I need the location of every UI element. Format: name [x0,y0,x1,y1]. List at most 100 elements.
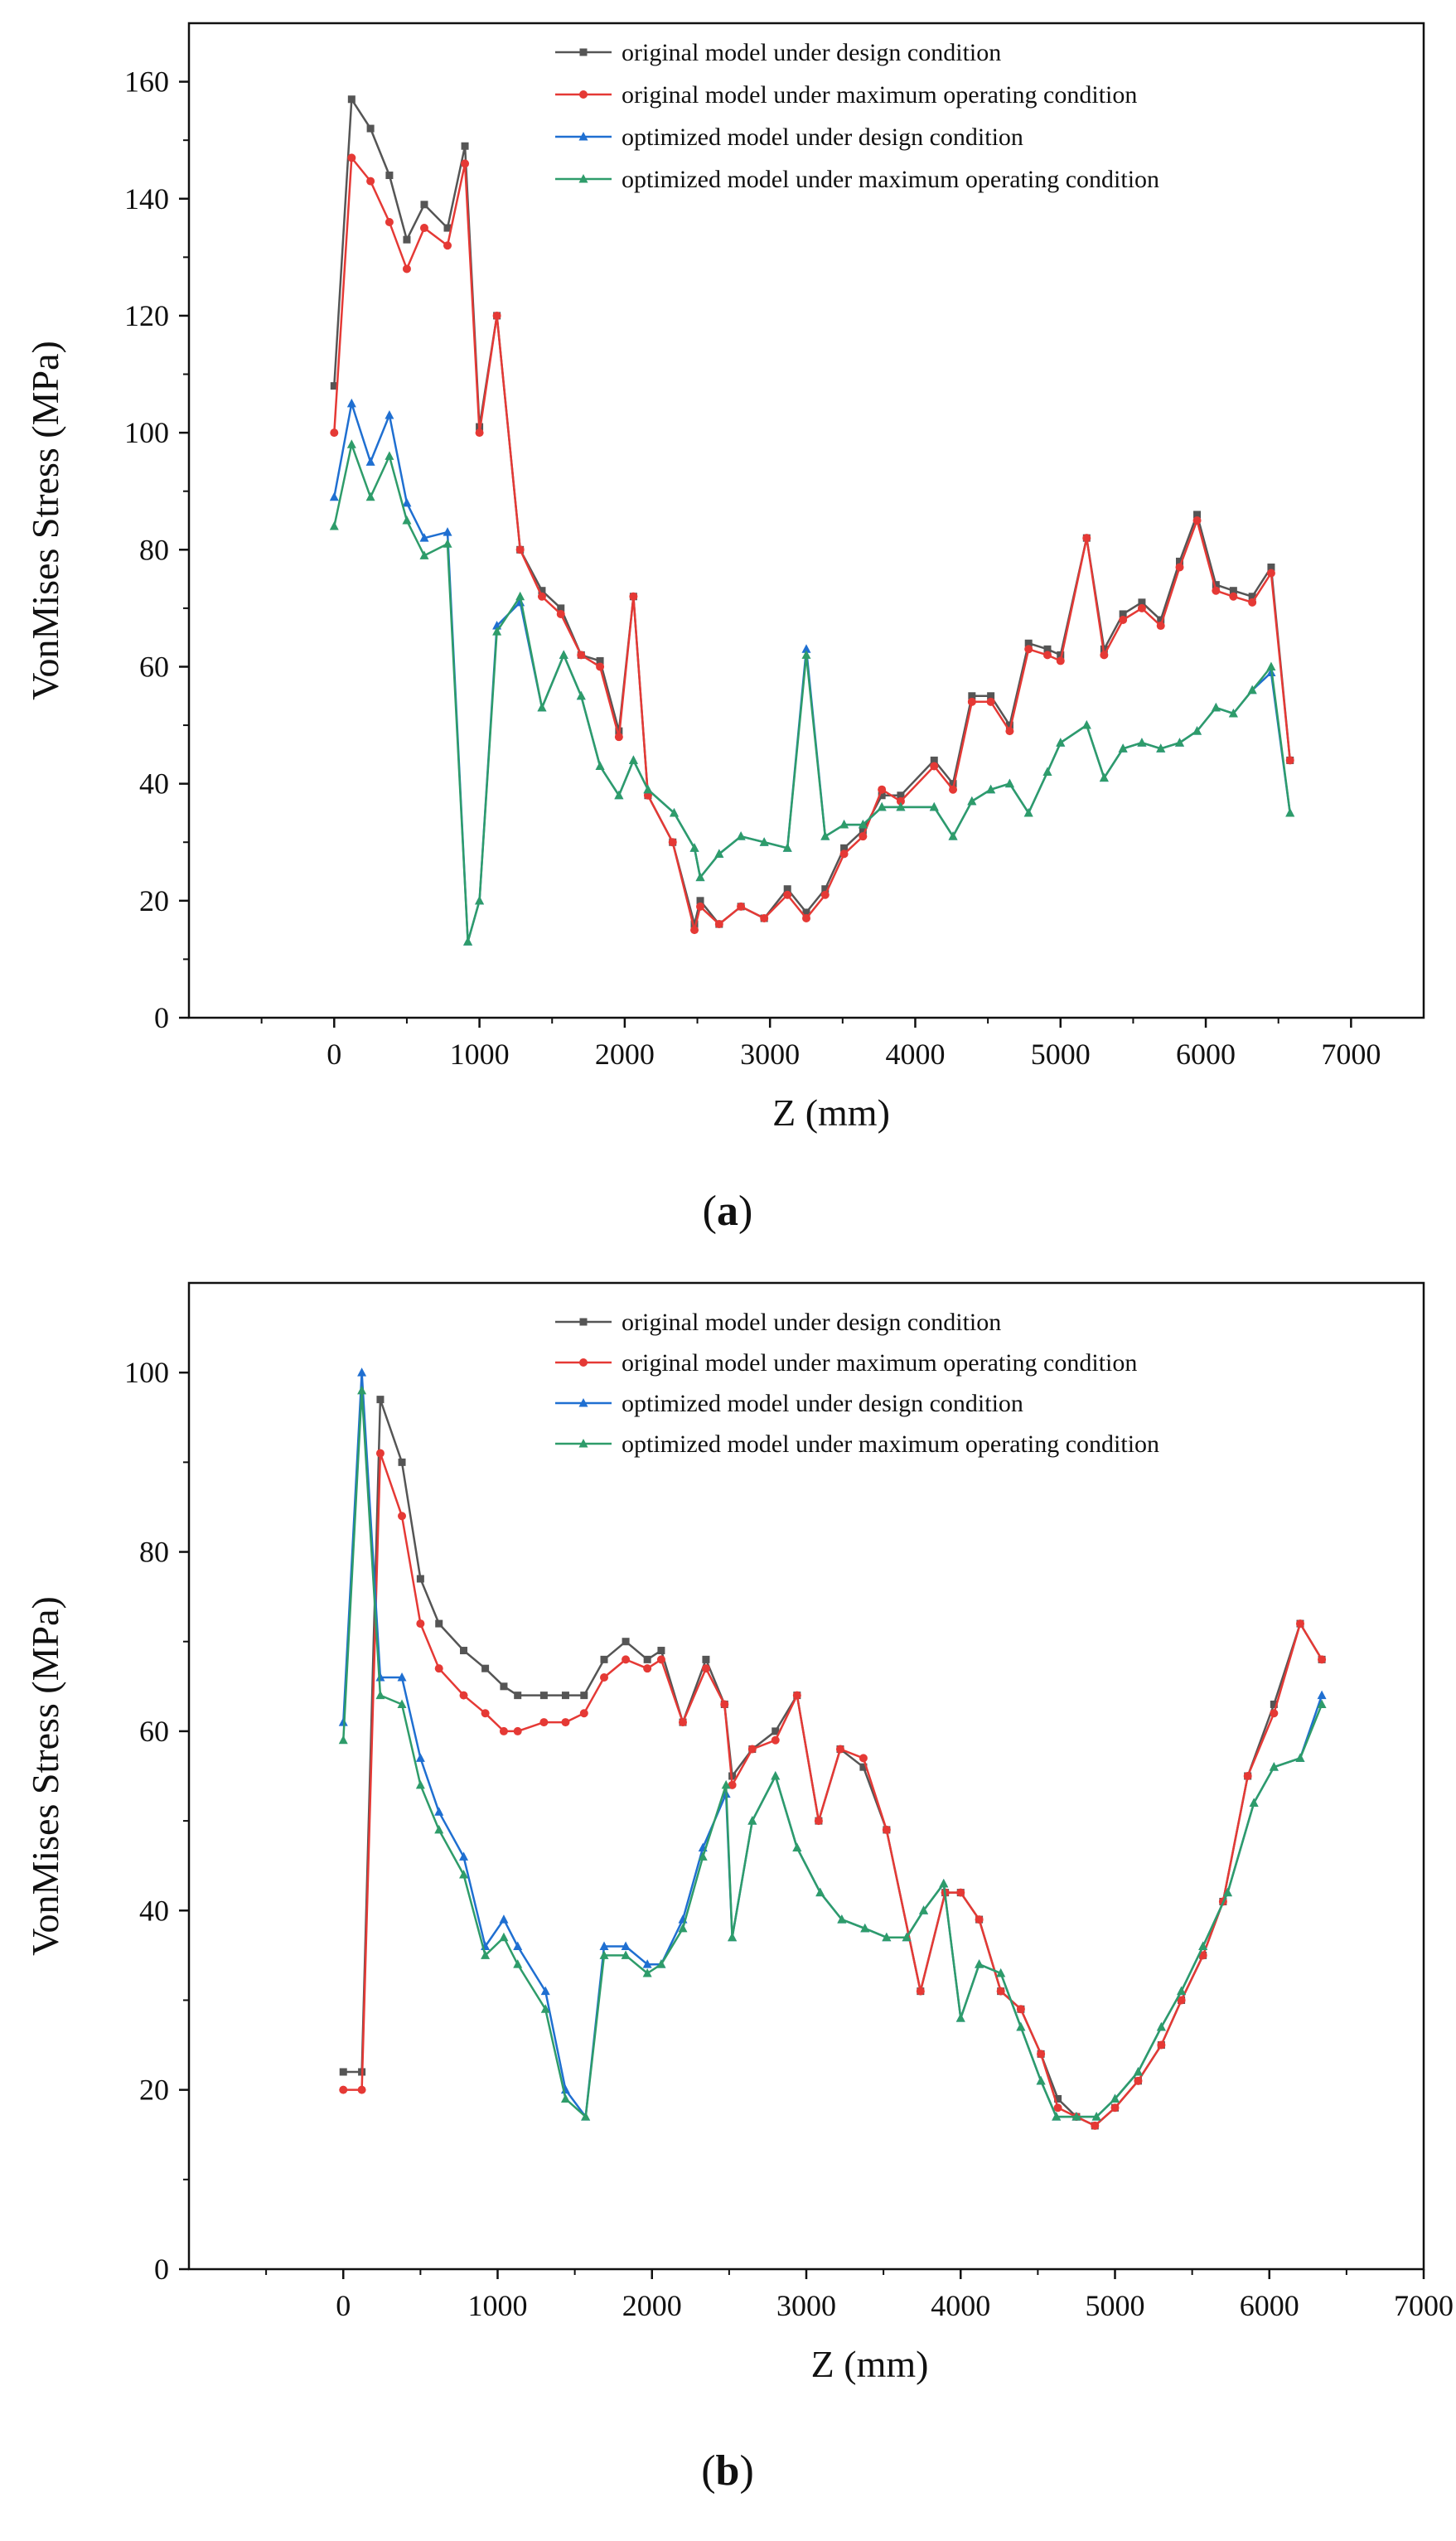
data-point [475,895,485,905]
data-point [930,756,938,764]
series-optimized-model-under-maximum-operating-condition [338,1385,1327,2121]
x-tick-label: 2000 [595,1038,655,1071]
data-point [955,2013,965,2022]
legend-marker [579,48,588,56]
data-point [695,872,705,882]
data-point [1023,807,1033,817]
data-point [403,235,411,244]
y-tick-label: 60 [139,650,169,683]
data-point [1110,2103,1120,2113]
data-point [599,1941,609,1951]
x-tick-label: 4000 [931,2289,990,2322]
data-point [949,785,958,794]
data-point [690,926,699,935]
data-point [347,95,356,104]
data-point [1016,2021,1026,2031]
x-tick-label: 2000 [622,2289,682,2322]
y-axis-title: VonMises Stress (MPa) [24,341,66,700]
data-point [419,224,428,233]
y-tick-label: 140 [124,182,169,215]
panel-caption: (b) [701,2447,754,2495]
data-point [1270,1709,1279,1718]
data-point [461,142,469,150]
data-point [642,1959,652,1968]
data-point [539,1692,548,1700]
data-point [948,831,958,840]
data-point [656,1959,666,1968]
data-point [1156,2021,1166,2031]
x-tick-label: 6000 [1176,1038,1236,1071]
data-point [1091,2121,1100,2130]
data-point [701,1664,710,1673]
data-point [1157,2040,1166,2050]
y-tick-label: 60 [139,1715,169,1748]
series-line [333,402,1291,943]
data-point [986,784,996,794]
data-point [621,1950,631,1959]
data-point [443,241,452,250]
series-original-model-under-design-condition [330,95,1294,928]
data-point [1118,743,1128,753]
data-point [782,843,792,852]
series-original-model-under-design-condition [339,1396,1326,2130]
data-point [771,1771,781,1780]
data-point [1247,685,1257,695]
data-point [419,533,429,542]
data-point [859,826,867,835]
data-point [443,527,452,536]
y-tick-label: 100 [124,416,169,449]
data-point [1042,651,1052,660]
data-point [357,2085,366,2094]
plot-frame [187,22,1425,1019]
x-tick-label: 7000 [1321,1038,1381,1071]
data-point [1071,2112,1081,2121]
data-point [967,796,977,806]
data-point [460,1647,468,1655]
data-point [916,1987,925,1996]
series-optimized-model-under-design-condition [329,398,1295,946]
data-point [397,1699,407,1708]
data-point [721,1779,731,1789]
data-point [1091,2112,1101,2121]
data-point [801,650,811,659]
data-point [1057,651,1065,659]
data-point [1266,569,1275,578]
data-point [1317,1690,1327,1700]
data-point [1228,708,1238,718]
data-point [967,697,976,706]
data-point [643,1655,651,1663]
legend-label: optimized model under maximum operating … [622,1430,1159,1458]
data-point [366,177,375,186]
data-point [975,1915,984,1924]
legend-label: optimized model under design condition [622,1390,1023,1417]
data-point [365,491,375,501]
data-point [668,838,677,847]
data-point [556,609,565,618]
data-point [930,762,939,771]
data-point [402,497,412,507]
data-point [1198,1941,1208,1951]
x-tick-label: 3000 [740,1038,800,1071]
data-point [385,409,394,419]
data-point [1249,1798,1259,1807]
data-point [1266,661,1276,670]
data-point [1004,778,1014,788]
data-point [897,791,905,800]
data-point [1053,2103,1062,2113]
data-point [1043,645,1052,653]
data-point [835,1745,844,1754]
data-point [347,153,356,162]
data-point [1198,1951,1207,1960]
data-point [859,832,868,841]
data-point [385,218,394,226]
data-point [628,755,638,764]
data-point [736,831,746,840]
data-point [1005,721,1013,729]
data-point [1211,702,1221,712]
data-point [1267,563,1275,571]
data-point [1243,1772,1252,1780]
series-original-model-under-maximum-operating-condition [330,153,1294,935]
series-line [342,1371,1323,2118]
y-tick-label: 120 [124,299,169,332]
data-point [1056,738,1066,747]
